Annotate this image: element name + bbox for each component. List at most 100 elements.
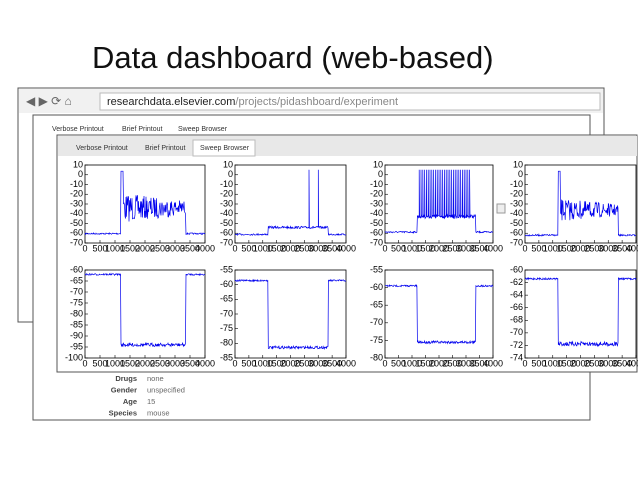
x-tick-label: 4000	[195, 358, 215, 368]
tab[interactable]: Sweep Browser	[200, 145, 250, 152]
x-tick-label: 2000	[280, 243, 300, 253]
x-tick-label: 2500	[294, 358, 314, 368]
tab[interactable]: Brief Printout	[122, 126, 163, 133]
y-tick-label: -85	[220, 352, 233, 362]
x-tick-label: 0	[82, 358, 87, 368]
x-tick-label: 3500	[469, 243, 489, 253]
y-tick-label: 10	[373, 159, 383, 169]
tab[interactable]: Verbose Printout	[52, 126, 104, 133]
x-tick-label: 500	[391, 243, 406, 253]
trace	[384, 169, 494, 234]
trace	[84, 272, 206, 348]
x-tick-label: 1500	[557, 358, 577, 368]
y-tick-label: -60	[220, 228, 233, 238]
y-tick-label: -60	[220, 279, 233, 289]
x-tick-label: 2000	[570, 358, 590, 368]
meta-value: 15	[147, 397, 155, 406]
x-tick-label: 1500	[415, 243, 435, 253]
meta-label: Gender	[111, 385, 137, 394]
plot-frame	[384, 269, 494, 359]
tab[interactable]: Brief Printout	[145, 145, 186, 152]
y-tick-label: -62	[510, 277, 523, 287]
y-tick-label: -66	[510, 302, 523, 312]
x-tick-label: 500	[241, 358, 256, 368]
y-tick-label: -10	[70, 179, 83, 189]
meta-label: Drugs	[115, 374, 137, 383]
y-tick-label: -20	[70, 189, 83, 199]
trace	[385, 284, 494, 345]
x-tick-label: 1000	[402, 358, 422, 368]
y-tick-label: -40	[220, 208, 233, 218]
trace	[524, 170, 637, 237]
x-tick-label: 2500	[442, 358, 462, 368]
x-tick-label: 2500	[584, 243, 604, 253]
x-tick-label: 3500	[322, 358, 342, 368]
y-tick-label: -68	[510, 315, 523, 325]
x-tick-label: 500	[531, 358, 546, 368]
y-tick-label: -70	[220, 308, 233, 318]
y-tick-label: -60	[70, 228, 83, 238]
y-tick-label: -65	[70, 275, 83, 285]
x-tick-label: 500	[531, 243, 546, 253]
y-tick-label: -70	[220, 237, 233, 247]
x-tick-label: 4000	[626, 243, 638, 253]
tab[interactable]: Verbose Printout	[76, 145, 128, 152]
y-tick-label: -50	[70, 218, 83, 228]
url-host: researchdata.elsevier.com	[107, 96, 235, 108]
y-tick-label: -30	[370, 198, 383, 208]
y-tick-label: -75	[70, 297, 83, 307]
x-tick-label: 1500	[120, 358, 140, 368]
x-tick-label: 2000	[135, 243, 155, 253]
x-tick-label: 0	[232, 358, 237, 368]
x-tick-label: 2500	[584, 358, 604, 368]
y-tick-label: -60	[370, 282, 383, 292]
tab-bar: Verbose Printout Brief Printout Sweep Brow…	[52, 126, 228, 133]
y-tick-label: -40	[370, 208, 383, 218]
y-tick-label: -50	[510, 218, 523, 228]
y-tick-label: -75	[370, 335, 383, 345]
x-tick-label: 4000	[483, 358, 503, 368]
y-tick-label: -55	[370, 264, 383, 274]
x-tick-label: 2000	[429, 358, 449, 368]
tab-bar: Verbose Printout Brief Printout Sweep Brow…	[76, 139, 256, 157]
x-tick-label: 1000	[253, 243, 273, 253]
x-tick-label: 3000	[165, 358, 185, 368]
y-tick-label: -10	[370, 179, 383, 189]
nav-icons[interactable]: ◀ ▶ ⟳ ⌂	[26, 94, 72, 108]
x-tick-label: 500	[241, 243, 256, 253]
x-tick-label: 1000	[543, 358, 563, 368]
y-tick-label: -100	[65, 352, 83, 362]
x-tick-label: 1000	[105, 358, 125, 368]
y-tick-label: -60	[370, 228, 383, 238]
y-tick-label: -72	[510, 340, 523, 350]
x-tick-label: 0	[382, 358, 387, 368]
y-tick-label: 0	[78, 169, 83, 179]
x-tick-label: 1500	[267, 358, 287, 368]
x-tick-label: 1000	[105, 243, 125, 253]
trace	[234, 169, 347, 236]
y-tick-label: -60	[510, 228, 523, 238]
meta-value: none	[147, 374, 164, 383]
address-bar[interactable]	[99, 92, 601, 111]
y-tick-label: -40	[70, 208, 83, 218]
x-tick-label: 2500	[442, 243, 462, 253]
url: researchdata.elsevier.com/projects/pidas…	[107, 96, 398, 108]
x-tick-label: 2500	[294, 243, 314, 253]
tab[interactable]: Sweep Browser	[178, 126, 228, 133]
x-tick-label: 3000	[308, 243, 328, 253]
url-path: /projects/pidashboard/experiment	[235, 96, 398, 108]
x-tick-label: 3000	[308, 358, 328, 368]
x-tick-label: 0	[82, 243, 87, 253]
plot-frame	[84, 164, 206, 244]
x-tick-label: 4000	[195, 243, 215, 253]
plot-frame	[234, 164, 347, 244]
x-tick-label: 0	[522, 358, 527, 368]
y-tick-label: 0	[518, 169, 523, 179]
y-tick-label: -70	[70, 237, 83, 247]
y-tick-label: -70	[510, 237, 523, 247]
y-tick-label: -30	[510, 198, 523, 208]
x-tick-label: 3500	[180, 243, 200, 253]
x-tick-label: 4000	[626, 358, 638, 368]
meta-value: mouse	[147, 408, 170, 417]
x-tick-label: 4000	[483, 243, 503, 253]
